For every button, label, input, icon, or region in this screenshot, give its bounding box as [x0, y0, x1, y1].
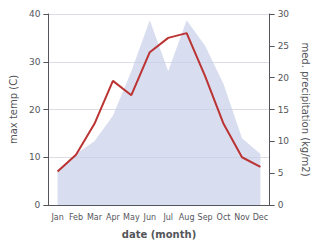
svg-text:Dec: Dec	[253, 213, 268, 222]
svg-text:10: 10	[278, 136, 290, 146]
svg-text:Aug: Aug	[179, 213, 195, 222]
svg-text:30: 30	[29, 57, 41, 67]
svg-text:Nov: Nov	[234, 213, 250, 222]
svg-text:0: 0	[35, 200, 41, 210]
svg-text:40: 40	[29, 9, 41, 19]
svg-text:20: 20	[29, 105, 41, 115]
svg-text:Sep: Sep	[198, 213, 213, 222]
svg-text:Oct: Oct	[217, 213, 231, 222]
svg-text:med. precipitation (kg/m2): med. precipitation (kg/m2)	[300, 42, 311, 176]
svg-text:10: 10	[29, 152, 41, 162]
svg-text:May: May	[123, 213, 140, 222]
svg-text:25: 25	[278, 41, 289, 51]
svg-text:Apr: Apr	[106, 213, 121, 222]
svg-text:Mar: Mar	[87, 213, 103, 222]
svg-text:20: 20	[278, 73, 290, 83]
svg-text:Jun: Jun	[143, 213, 157, 222]
svg-text:max temp (C): max temp (C)	[8, 75, 19, 144]
svg-text:Jan: Jan	[50, 213, 63, 222]
svg-text:Jul: Jul	[162, 213, 173, 222]
svg-text:Feb: Feb	[69, 213, 83, 222]
svg-text:30: 30	[278, 9, 290, 19]
svg-text:date (month): date (month)	[122, 229, 196, 240]
svg-text:15: 15	[278, 105, 289, 115]
svg-text:0: 0	[278, 200, 284, 210]
svg-text:5: 5	[278, 168, 284, 178]
